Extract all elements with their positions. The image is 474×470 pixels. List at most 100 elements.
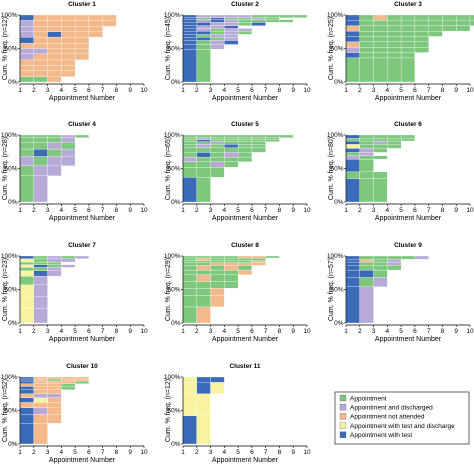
- bar-segment: Appointment and discharged: [33, 275, 48, 285]
- bar-segment: Appointment and discharged: [19, 156, 34, 166]
- bar-segment: Appointment: [400, 30, 416, 37]
- x-axis-label: Appointment Number: [212, 215, 279, 222]
- bar-segment: Appointment with test: [47, 31, 62, 38]
- bar-segment: Appointment not attended: [47, 383, 62, 387]
- bar-segment: Appointment: [414, 30, 429, 37]
- bar-segment: Appointment not attended: [47, 48, 62, 55]
- bar-segment: Appointment: [74, 380, 90, 384]
- bar-segment: Appointment not attended: [61, 376, 76, 380]
- bar-segment: Appointment: [373, 52, 388, 59]
- bar-segment: Appointment: [428, 30, 443, 37]
- bar-segment: Appointment: [373, 155, 388, 160]
- x-tick-label: 6: [87, 87, 91, 94]
- x-tick-label: 1: [181, 449, 185, 456]
- bar-segment: Appointment: [237, 19, 253, 23]
- bar-segment: Appointment: [196, 147, 211, 153]
- bar-segment: Appointment: [359, 134, 374, 139]
- bar-segment: Appointment: [182, 306, 197, 324]
- bar-segment: Appointment: [182, 281, 197, 289]
- bar-segment: Appointment: [210, 255, 225, 259]
- bar-segment: Appointment not attended: [88, 31, 103, 38]
- bar-segment: Appointment with test: [182, 44, 197, 50]
- y-tick-label: 0%: [334, 199, 344, 206]
- bar-segment: Appointment and discharged: [210, 14, 225, 18]
- bar-segment: Appointment: [182, 274, 197, 282]
- bar-segment: Appointment not attended: [61, 31, 76, 38]
- bar-segment: Appointment not attended: [47, 414, 62, 424]
- bar-segment: Appointment: [428, 20, 443, 26]
- bar-segment: Appointment: [196, 167, 211, 178]
- bar-segment: Appointment not attended: [19, 59, 34, 66]
- x-tick-label: 2: [32, 328, 36, 335]
- panel-n-label: (n=65): [165, 137, 172, 157]
- x-tick-label: 5: [236, 449, 240, 456]
- y-axis-label-text: Cum. % freq.: [328, 37, 335, 80]
- bar-segment: Appointment and discharged: [33, 284, 48, 298]
- y-tick-label: 0%: [171, 79, 181, 86]
- x-axis-label: Appointment Number: [212, 336, 279, 343]
- panel-n-label: (n=80): [328, 137, 335, 157]
- bar-segment: Appointment with test: [19, 397, 34, 403]
- bar-segment: Appointment: [224, 139, 239, 142]
- bar-segment: Appointment and discharged: [61, 156, 76, 166]
- bar-segment: Appointment: [387, 47, 402, 53]
- panel-title: Cluster 3: [394, 1, 422, 8]
- bar-segment: Appointment: [359, 265, 374, 271]
- bar-segment: Appointment: [400, 138, 416, 142]
- bar-segment: Appointment: [373, 134, 388, 139]
- bar-segment: Appointment: [387, 41, 402, 48]
- bar-segment: Appointment: [47, 378, 62, 382]
- bar-segment: Appointment with test: [19, 389, 34, 394]
- bar-segment: Appointment: [61, 383, 76, 387]
- bar-segment: Appointment: [210, 265, 225, 271]
- bar-segment: Appointment: [359, 30, 374, 37]
- x-tick-label: 6: [413, 87, 417, 94]
- bar-segment: Appointment and discharged: [387, 261, 402, 266]
- y-tick-label: 100%: [164, 374, 181, 381]
- x-tick-label: 9: [454, 207, 458, 214]
- bar-segment: Appointment not attended: [251, 262, 266, 266]
- cluster-panel: Cluster 11Appointment with testAppointme…: [164, 363, 311, 464]
- bar-segment: Appointment and discharged: [237, 28, 253, 32]
- x-tick-label: 6: [250, 449, 254, 456]
- bar-segment: Appointment: [196, 156, 211, 162]
- x-tick-label: 2: [32, 87, 36, 94]
- bar-segment: Appointment not attended: [47, 402, 62, 408]
- bar-segment: Appointment: [19, 165, 34, 177]
- x-tick-label: 1: [181, 328, 185, 335]
- y-axis-label: Cum. % freq. (n=45): [165, 17, 172, 80]
- bar-segment: Appointment with test: [19, 255, 34, 259]
- x-tick-label: 2: [195, 207, 199, 214]
- bar-segment: Appointment: [400, 57, 416, 83]
- bar-segment: Appointment not attended: [47, 59, 62, 66]
- bar-segment: Appointment: [182, 167, 197, 178]
- legend-swatch: [339, 394, 347, 402]
- x-tick-label: 3: [372, 328, 376, 335]
- bar-segment: Appointment: [373, 57, 388, 83]
- x-tick-label: 9: [291, 449, 295, 456]
- x-tick-label: 8: [115, 207, 119, 214]
- y-axis-label-text: Cum. % freq.: [165, 37, 172, 80]
- bar-segment: Appointment: [442, 14, 457, 21]
- y-tick-label: 0%: [334, 320, 344, 327]
- bar-segment: Appointment: [33, 258, 48, 263]
- x-tick-label: 8: [278, 328, 282, 335]
- x-tick-label: 4: [60, 449, 64, 456]
- x-tick-label: 7: [427, 87, 431, 94]
- y-tick-label: 50%: [167, 46, 180, 53]
- x-tick-label: 10: [140, 87, 148, 94]
- y-tick-label: 0%: [171, 320, 181, 327]
- bar-segment: Appointment: [237, 260, 253, 263]
- bar-segment: Appointment with test: [224, 40, 239, 45]
- bar-segment: Appointment: [224, 161, 239, 168]
- cluster-panel: Cluster 2Appointment with testAppointmen…: [164, 1, 311, 102]
- x-tick-label: 10: [303, 87, 311, 94]
- bar-segment: Appointment and discharged: [33, 407, 48, 415]
- bar-segment: Appointment with test: [19, 386, 34, 390]
- bar-segment: Appointment with test: [345, 158, 360, 172]
- bar-segment: Appointment with test: [345, 140, 360, 145]
- bar-segment: Appointment: [33, 255, 48, 259]
- panel-title: Cluster 6: [394, 121, 422, 128]
- bar-segment: Appointment: [210, 257, 225, 261]
- panel-title: Cluster 8: [231, 242, 259, 249]
